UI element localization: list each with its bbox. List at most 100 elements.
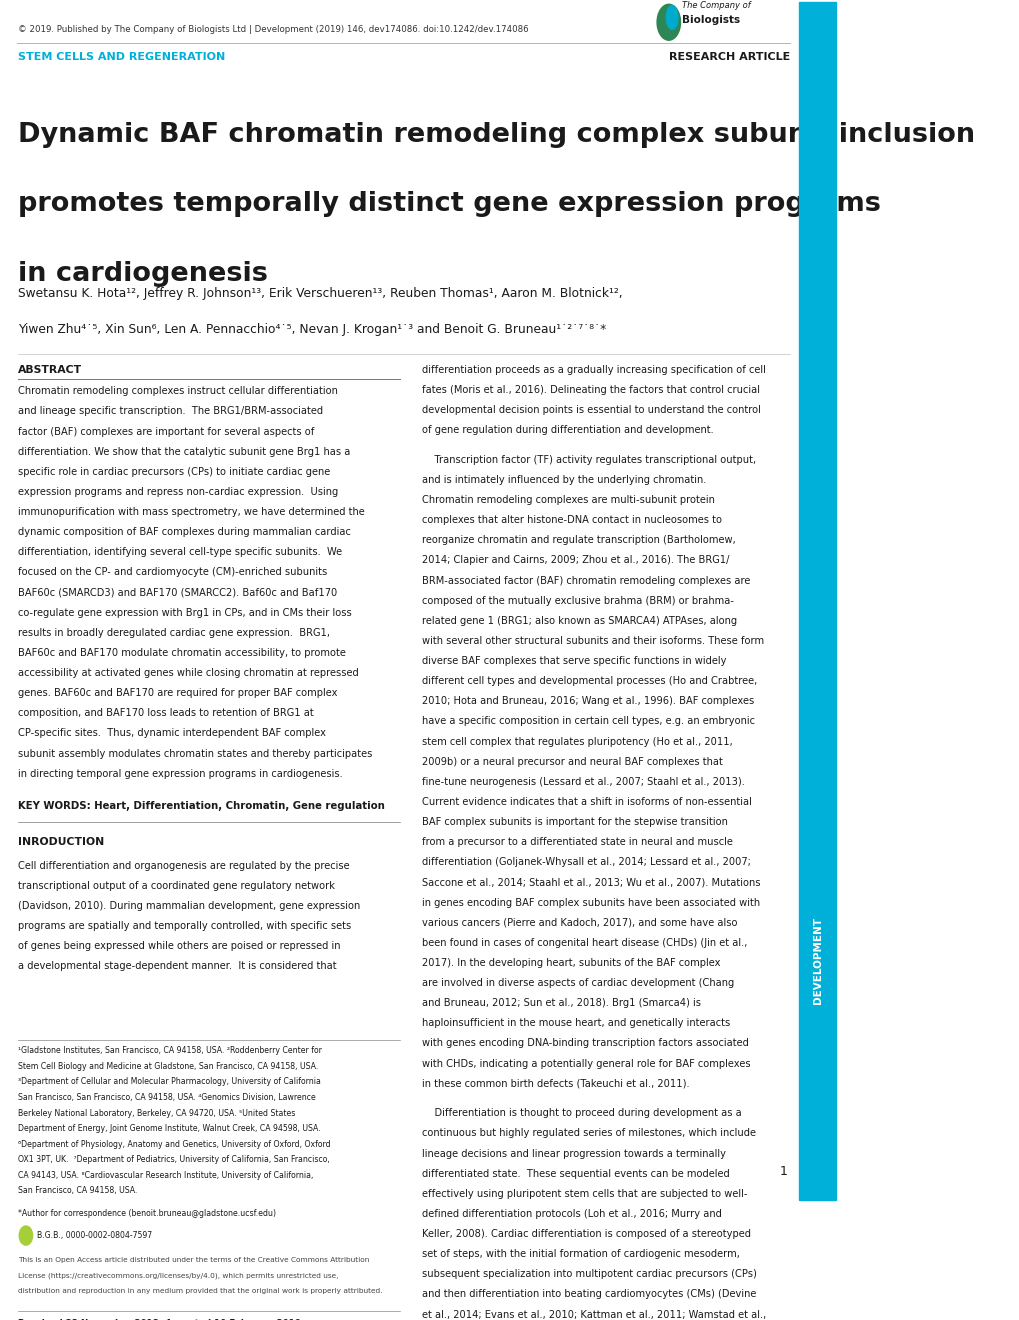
Text: 1: 1	[779, 1166, 787, 1177]
Text: Transcription factor (TF) activity regulates transcriptional output,: Transcription factor (TF) activity regul…	[422, 455, 755, 465]
Bar	[799, 1, 836, 1200]
Text: DEVELOPMENT: DEVELOPMENT	[812, 916, 821, 1003]
Text: in directing temporal gene expression programs in cardiogenesis.: in directing temporal gene expression pr…	[18, 768, 342, 779]
Text: immunopurification with mass spectrometry, we have determined the: immunopurification with mass spectrometr…	[18, 507, 365, 517]
Text: continuous but highly regulated series of milestones, which include: continuous but highly regulated series o…	[422, 1129, 755, 1138]
Text: Stem Cell Biology and Medicine at Gladstone, San Francisco, CA 94158, USA.: Stem Cell Biology and Medicine at Gladst…	[18, 1061, 318, 1071]
Text: ABSTRACT: ABSTRACT	[18, 364, 83, 375]
Text: specific role in cardiac precursors (CPs) to initiate cardiac gene: specific role in cardiac precursors (CPs…	[18, 467, 330, 477]
Text: set of steps, with the initial formation of cardiogenic mesoderm,: set of steps, with the initial formation…	[422, 1249, 740, 1259]
Text: BRM-associated factor (BAF) chromatin remodeling complexes are: BRM-associated factor (BAF) chromatin re…	[422, 576, 750, 586]
Text: differentiation. We show that the catalytic subunit gene Brg1 has a: differentiation. We show that the cataly…	[18, 446, 351, 457]
Text: differentiation, identifying several cell-type specific subunits.  We: differentiation, identifying several cel…	[18, 548, 342, 557]
Text: Chromatin remodeling complexes instruct cellular differentiation: Chromatin remodeling complexes instruct …	[18, 387, 338, 396]
Text: stem cell complex that regulates pluripotency (Ho et al., 2011,: stem cell complex that regulates pluripo…	[422, 737, 733, 747]
Text: Department of Energy, Joint Genome Institute, Walnut Creek, CA 94598, USA.: Department of Energy, Joint Genome Insti…	[18, 1125, 321, 1133]
Text: San Francisco, CA 94158, USA.: San Francisco, CA 94158, USA.	[18, 1187, 138, 1196]
Text: and lineage specific transcription.  The BRG1/BRM-associated: and lineage specific transcription. The …	[18, 407, 323, 417]
Text: 2014; Clapier and Cairns, 2009; Zhou et al., 2016). The BRG1/: 2014; Clapier and Cairns, 2009; Zhou et …	[422, 556, 729, 565]
Circle shape	[19, 1226, 33, 1245]
Text: defined differentiation protocols (Loh et al., 2016; Murry and: defined differentiation protocols (Loh e…	[422, 1209, 721, 1218]
Text: Yiwen Zhu⁴˙⁵, Xin Sun⁶, Len A. Pennacchio⁴˙⁵, Nevan J. Krogan¹˙³ and Benoit G. B: Yiwen Zhu⁴˙⁵, Xin Sun⁶, Len A. Pennacchi…	[18, 323, 606, 335]
Text: and then differentiation into beating cardiomyocytes (CMs) (Devine: and then differentiation into beating ca…	[422, 1290, 756, 1299]
Text: reorganize chromatin and regulate transcription (Bartholomew,: reorganize chromatin and regulate transc…	[422, 536, 735, 545]
Text: various cancers (Pierre and Kadoch, 2017), and some have also: various cancers (Pierre and Kadoch, 2017…	[422, 917, 737, 928]
Text: a developmental stage-dependent manner.  It is considered that: a developmental stage-dependent manner. …	[18, 961, 336, 972]
Text: Swetansu K. Hota¹², Jeffrey R. Johnson¹³, Erik Verschueren¹³, Reuben Thomas¹, Aa: Swetansu K. Hota¹², Jeffrey R. Johnson¹³…	[18, 286, 623, 300]
Text: B.G.B., 0000-0002-0804-7597: B.G.B., 0000-0002-0804-7597	[37, 1230, 152, 1239]
Text: haploinsufficient in the mouse heart, and genetically interacts: haploinsufficient in the mouse heart, an…	[422, 1018, 730, 1028]
Text: in these common birth defects (Takeuchi et al., 2011).: in these common birth defects (Takeuchi …	[422, 1078, 689, 1089]
Text: differentiation proceeds as a gradually increasing specification of cell: differentiation proceeds as a gradually …	[422, 364, 765, 375]
Text: RESEARCH ARTICLE: RESEARCH ARTICLE	[668, 53, 790, 62]
Text: (Davidson, 2010). During mammalian development, gene expression: (Davidson, 2010). During mammalian devel…	[18, 902, 361, 911]
Text: co-regulate gene expression with Brg1 in CPs, and in CMs their loss: co-regulate gene expression with Brg1 in…	[18, 607, 352, 618]
Text: diverse BAF complexes that serve specific functions in widely: diverse BAF complexes that serve specifi…	[422, 656, 726, 667]
Text: transcriptional output of a coordinated gene regulatory network: transcriptional output of a coordinated …	[18, 880, 335, 891]
Text: 2010; Hota and Bruneau, 2016; Wang et al., 1996). BAF complexes: 2010; Hota and Bruneau, 2016; Wang et al…	[422, 697, 754, 706]
Text: Cell differentiation and organogenesis are regulated by the precise: Cell differentiation and organogenesis a…	[18, 861, 350, 871]
Text: Biologists: Biologists	[682, 15, 740, 25]
Text: Chromatin remodeling complexes are multi-subunit protein: Chromatin remodeling complexes are multi…	[422, 495, 714, 506]
Text: et al., 2014; Evans et al., 2010; Kattman et al., 2011; Wamstad et al.,: et al., 2014; Evans et al., 2010; Kattma…	[422, 1309, 765, 1320]
Text: BAF60c (SMARCD3) and BAF170 (SMARCC2). Baf60c and Baf170: BAF60c (SMARCD3) and BAF170 (SMARCC2). B…	[18, 587, 337, 598]
Text: fine-tune neurogenesis (Lessard et al., 2007; Staahl et al., 2013).: fine-tune neurogenesis (Lessard et al., …	[422, 776, 744, 787]
Text: BAF complex subunits is important for the stepwise transition: BAF complex subunits is important for th…	[422, 817, 728, 828]
Text: been found in cases of congenital heart disease (CHDs) (Jin et al.,: been found in cases of congenital heart …	[422, 937, 747, 948]
Text: genes. BAF60c and BAF170 are required for proper BAF complex: genes. BAF60c and BAF170 are required fo…	[18, 688, 337, 698]
Text: Keller, 2008). Cardiac differentiation is composed of a stereotyped: Keller, 2008). Cardiac differentiation i…	[422, 1229, 750, 1239]
Text: with CHDs, indicating a potentially general role for BAF complexes: with CHDs, indicating a potentially gene…	[422, 1059, 750, 1068]
Text: The Company of: The Company of	[682, 1, 750, 11]
Text: promotes temporally distinct gene expression programs: promotes temporally distinct gene expres…	[18, 191, 880, 216]
Text: with several other structural subunits and their isoforms. These form: with several other structural subunits a…	[422, 636, 763, 645]
Text: from a precursor to a differentiated state in neural and muscle: from a precursor to a differentiated sta…	[422, 837, 733, 847]
Text: lineage decisions and linear progression towards a terminally: lineage decisions and linear progression…	[422, 1148, 726, 1159]
Text: Dynamic BAF chromatin remodeling complex subunit inclusion: Dynamic BAF chromatin remodeling complex…	[18, 121, 974, 148]
Text: CP-specific sites.  Thus, dynamic interdependent BAF complex: CP-specific sites. Thus, dynamic interde…	[18, 729, 326, 738]
Text: in cardiogenesis: in cardiogenesis	[18, 260, 268, 286]
Text: complexes that alter histone-DNA contact in nucleosomes to: complexes that alter histone-DNA contact…	[422, 515, 721, 525]
Text: are involved in diverse aspects of cardiac development (Chang: are involved in diverse aspects of cardi…	[422, 978, 734, 989]
Text: OX1 3PT, UK.  ⁷Department of Pediatrics, University of California, San Francisco: OX1 3PT, UK. ⁷Department of Pediatrics, …	[18, 1155, 330, 1164]
Text: dynamic composition of BAF complexes during mammalian cardiac: dynamic composition of BAF complexes dur…	[18, 527, 351, 537]
Text: differentiation (Goljanek-Whysall et al., 2014; Lessard et al., 2007;: differentiation (Goljanek-Whysall et al.…	[422, 857, 750, 867]
Text: subunit assembly modulates chromatin states and thereby participates: subunit assembly modulates chromatin sta…	[18, 748, 372, 759]
Text: iD: iD	[22, 1233, 30, 1238]
Text: *Author for correspondence (benoit.bruneau@gladstone.ucsf.edu): *Author for correspondence (benoit.brune…	[18, 1209, 276, 1218]
Text: © 2019. Published by The Company of Biologists Ltd | Development (2019) 146, dev: © 2019. Published by The Company of Biol…	[18, 25, 529, 34]
Text: different cell types and developmental processes (Ho and Crabtree,: different cell types and developmental p…	[422, 676, 757, 686]
Text: CA 94143, USA. ⁸Cardiovascular Research Institute, University of California,: CA 94143, USA. ⁸Cardiovascular Research …	[18, 1171, 314, 1180]
Text: of gene regulation during differentiation and development.: of gene regulation during differentiatio…	[422, 425, 713, 436]
Text: focused on the CP- and cardiomyocyte (CM)-enriched subunits: focused on the CP- and cardiomyocyte (CM…	[18, 568, 327, 577]
Text: accessibility at activated genes while closing chromatin at repressed: accessibility at activated genes while c…	[18, 668, 359, 678]
Text: INRODUCTION: INRODUCTION	[18, 837, 105, 846]
Text: in genes encoding BAF complex subunits have been associated with: in genes encoding BAF complex subunits h…	[422, 898, 759, 908]
Text: distribution and reproduction in any medium provided that the original work is p: distribution and reproduction in any med…	[18, 1288, 382, 1294]
Text: effectively using pluripotent stem cells that are subjected to well-: effectively using pluripotent stem cells…	[422, 1189, 747, 1199]
Text: 2009b) or a neural precursor and neural BAF complexes that: 2009b) or a neural precursor and neural …	[422, 756, 722, 767]
Text: and Bruneau, 2012; Sun et al., 2018). Brg1 (Smarca4) is: and Bruneau, 2012; Sun et al., 2018). Br…	[422, 998, 700, 1008]
Ellipse shape	[656, 4, 680, 40]
Text: of genes being expressed while others are poised or repressed in: of genes being expressed while others ar…	[18, 941, 340, 952]
Text: subsequent specialization into multipotent cardiac precursors (CPs): subsequent specialization into multipote…	[422, 1270, 756, 1279]
Text: with genes encoding DNA-binding transcription factors associated: with genes encoding DNA-binding transcri…	[422, 1039, 748, 1048]
Text: 2017). In the developing heart, subunits of the BAF complex: 2017). In the developing heart, subunits…	[422, 958, 720, 968]
Text: Differentiation is thought to proceed during development as a: Differentiation is thought to proceed du…	[422, 1109, 741, 1118]
Text: and is intimately influenced by the underlying chromatin.: and is intimately influenced by the unde…	[422, 475, 706, 484]
Text: ³Department of Cellular and Molecular Pharmacology, University of California: ³Department of Cellular and Molecular Ph…	[18, 1077, 321, 1086]
Text: This is an Open Access article distributed under the terms of the Creative Commo: This is an Open Access article distribut…	[18, 1257, 370, 1263]
Text: fates (Moris et al., 2016). Delineating the factors that control crucial: fates (Moris et al., 2016). Delineating …	[422, 385, 759, 395]
Text: composed of the mutually exclusive brahma (BRM) or brahma-: composed of the mutually exclusive brahm…	[422, 595, 734, 606]
Text: Current evidence indicates that a shift in isoforms of non-essential: Current evidence indicates that a shift …	[422, 797, 751, 807]
Text: KEY WORDS: Heart, Differentiation, Chromatin, Gene regulation: KEY WORDS: Heart, Differentiation, Chrom…	[18, 801, 385, 810]
Text: ⁶Department of Physiology, Anatomy and Genetics, University of Oxford, Oxford: ⁶Department of Physiology, Anatomy and G…	[18, 1139, 331, 1148]
Text: differentiated state.  These sequential events can be modeled: differentiated state. These sequential e…	[422, 1168, 730, 1179]
Text: related gene 1 (BRG1; also known as SMARCA4) ATPAses, along: related gene 1 (BRG1; also known as SMAR…	[422, 616, 737, 626]
Text: STEM CELLS AND REGENERATION: STEM CELLS AND REGENERATION	[18, 53, 225, 62]
Ellipse shape	[665, 5, 678, 29]
Text: Saccone et al., 2014; Staahl et al., 2013; Wu et al., 2007). Mutations: Saccone et al., 2014; Staahl et al., 201…	[422, 878, 760, 887]
Text: Berkeley National Laboratory, Berkeley, CA 94720, USA. ⁵United States: Berkeley National Laboratory, Berkeley, …	[18, 1109, 296, 1118]
Text: expression programs and repress non-cardiac expression.  Using: expression programs and repress non-card…	[18, 487, 338, 496]
Text: ¹Gladstone Institutes, San Francisco, CA 94158, USA. ²Roddenberry Center for: ¹Gladstone Institutes, San Francisco, CA…	[18, 1047, 322, 1055]
Text: License (https://creativecommons.org/licenses/by/4.0), which permits unrestricte: License (https://creativecommons.org/lic…	[18, 1272, 338, 1279]
